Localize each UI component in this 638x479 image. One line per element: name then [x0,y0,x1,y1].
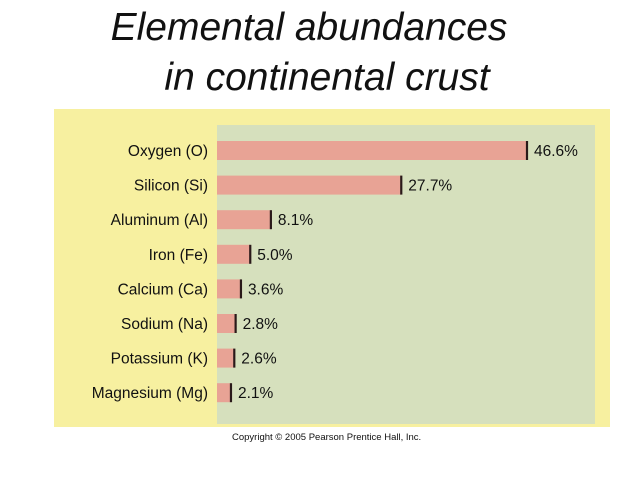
copyright-notice: Copyright © 2005 Pearson Prentice Hall, … [232,432,422,443]
category-label: Aluminum (Al) [111,212,208,229]
value-label: 2.1% [238,385,274,402]
plot-area [217,125,595,424]
bar [217,244,251,264]
bar [217,314,236,333]
bar [217,141,527,160]
category-label: Iron (Fe) [149,247,208,264]
bar [217,175,402,195]
bars-layer: Oxygen (O) 46.6% Silicon (Si) 27.7% Aluminum… [92,141,578,403]
value-label: 27.7% [408,178,452,195]
bar [217,210,271,230]
category-label: Sodium (Na) [121,316,208,333]
category-label: Calcium (Ca) [118,281,208,298]
value-label: 5.0% [257,247,293,264]
category-label: Magnesium (Mg) [92,385,208,402]
category-label: Oxygen (O) [128,143,208,160]
value-label: 8.1% [278,212,314,229]
category-label: Silicon (Si) [134,178,208,195]
value-label: 46.6% [534,143,578,160]
value-label: 2.6% [241,351,277,368]
bar [217,383,231,403]
bar [217,279,241,299]
value-label: 2.8% [243,316,279,333]
chart-title-line-2: in continental crust [164,56,490,99]
category-label: Potassium (K) [111,351,208,368]
bar [217,348,235,368]
chart-title-line-1: Elemental abundances [110,6,508,49]
value-label: 3.6% [248,281,284,298]
